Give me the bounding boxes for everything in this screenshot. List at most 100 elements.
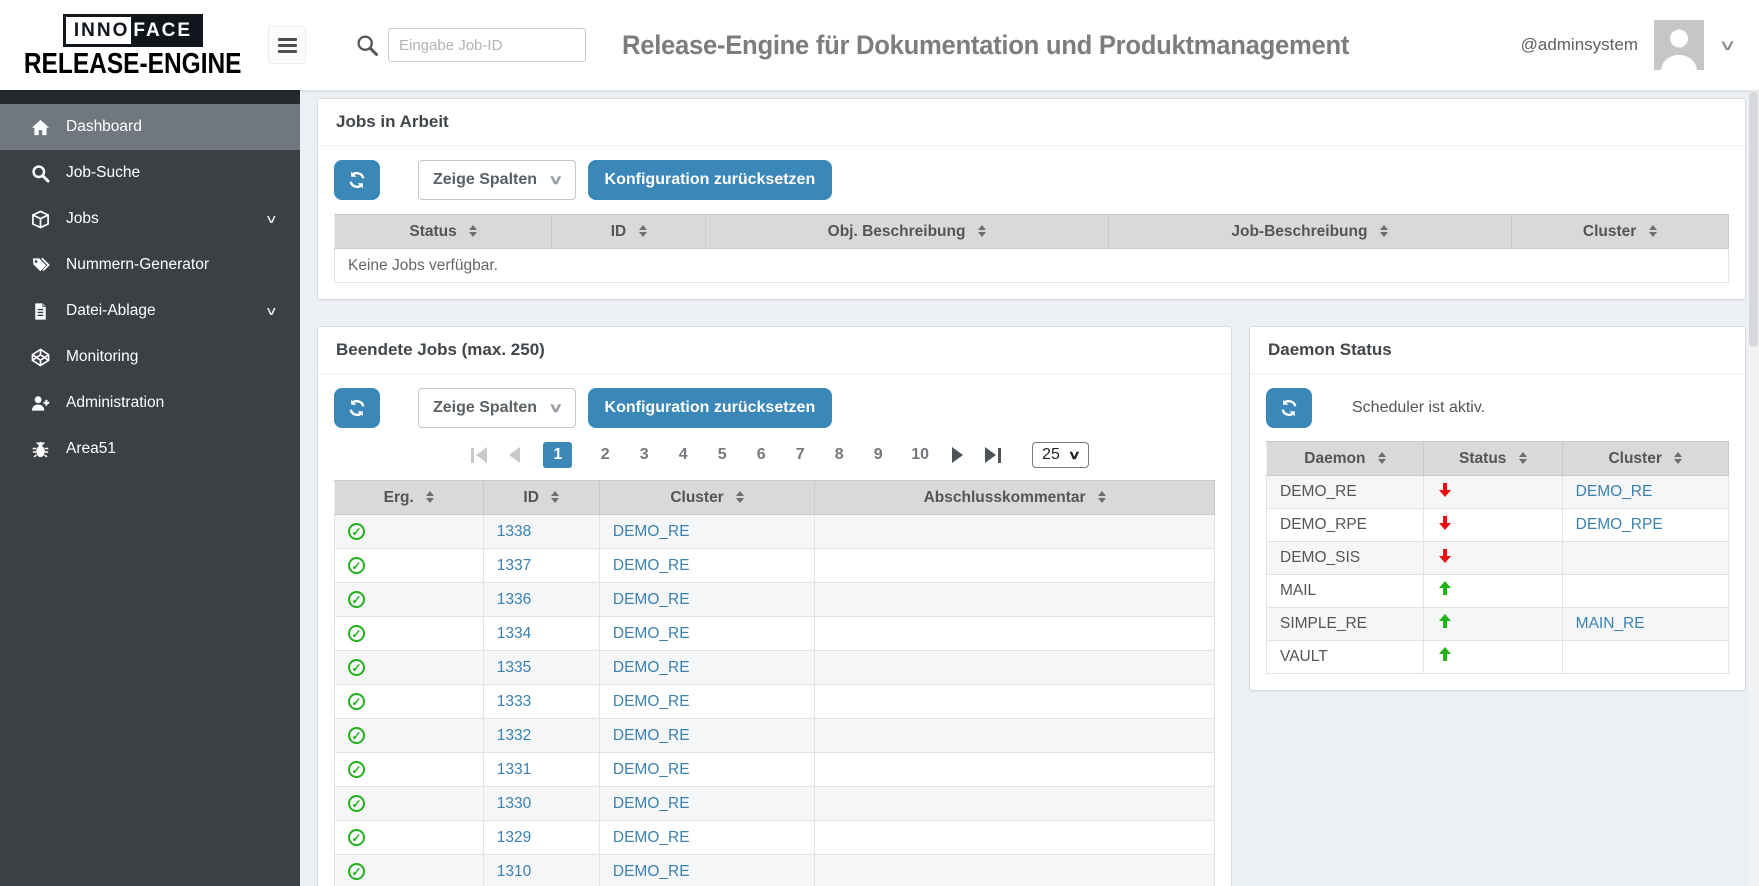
cluster-link[interactable]: DEMO_RE xyxy=(612,658,690,676)
logo[interactable]: INNO FACE RELEASE-ENGINE xyxy=(0,0,266,90)
sidebar-item-area51[interactable]: Area51 xyxy=(0,426,300,472)
page-number-button[interactable]: 5 xyxy=(717,446,727,463)
sort-icon[interactable] xyxy=(736,491,745,504)
sort-icon[interactable] xyxy=(1674,452,1683,465)
sort-icon[interactable] xyxy=(551,491,560,504)
cluster-link[interactable]: DEMO_RE xyxy=(612,760,690,778)
column-header[interactable]: Daemon xyxy=(1265,441,1425,476)
page-number-button[interactable]: 3 xyxy=(639,446,649,463)
cluster-link[interactable]: DEMO_RE xyxy=(1575,483,1653,500)
page-size-select[interactable]: 25 ∨ xyxy=(1032,442,1089,468)
job-id-link[interactable]: 1335 xyxy=(496,658,532,676)
column-header[interactable]: Job-Beschreibung xyxy=(1107,214,1512,249)
job-id-link[interactable]: 1310 xyxy=(496,862,532,880)
cluster-link[interactable]: DEMO_RE xyxy=(612,862,690,880)
page-number-button[interactable]: 8 xyxy=(834,446,844,463)
sidebar-item-job-suche[interactable]: Job-Suche xyxy=(0,150,300,196)
show-columns-dropdown[interactable]: Zeige Spalten ∨ xyxy=(418,160,576,200)
column-header[interactable]: Abschlusskommentar xyxy=(814,480,1215,515)
column-header[interactable]: ID xyxy=(482,480,600,515)
reset-configuration-button[interactable]: Konfiguration zurücksetzen xyxy=(587,388,833,428)
page-number-button[interactable]: 4 xyxy=(678,446,688,463)
previous-page-button[interactable] xyxy=(509,447,521,463)
page-number-button[interactable]: 10 xyxy=(911,446,930,463)
daemon-name-cell: DEMO_SIS xyxy=(1265,541,1425,575)
daemon-status-cell xyxy=(1423,640,1563,674)
page-number-button[interactable]: 9 xyxy=(873,446,883,463)
reset-configuration-button[interactable]: Konfiguration zurücksetzen xyxy=(587,160,833,200)
page-number-button[interactable]: 1 xyxy=(543,442,573,468)
column-header[interactable]: Status xyxy=(333,214,553,249)
sidebar-item-dashboard[interactable]: Dashboard xyxy=(0,104,300,150)
result-cell: ✓ xyxy=(334,684,484,719)
column-header[interactable]: Obj. Beschreibung xyxy=(704,214,1109,249)
daemon-row: DEMO_SIS xyxy=(1265,541,1730,575)
sort-icon[interactable] xyxy=(638,225,647,238)
cluster-link[interactable]: DEMO_RE xyxy=(612,794,690,812)
job-id-link[interactable]: 1329 xyxy=(496,828,532,846)
sort-icon[interactable] xyxy=(469,225,478,238)
page-number-button[interactable]: 6 xyxy=(756,446,766,463)
job-id-link[interactable]: 1334 xyxy=(496,624,532,642)
sidebar-item-jobs[interactable]: Jobs ∨ xyxy=(0,196,300,242)
next-page-button[interactable] xyxy=(952,447,964,463)
sidebar-item-administration[interactable]: Administration xyxy=(0,380,300,426)
sort-icon[interactable] xyxy=(1648,225,1657,238)
column-header-label: ID xyxy=(610,222,627,240)
job-id-link[interactable]: 1336 xyxy=(496,590,532,608)
cluster-link[interactable]: DEMO_RE xyxy=(612,692,690,710)
sidebar-item-nummern-generator[interactable]: Nummern-Generator xyxy=(0,242,300,288)
cluster-link[interactable]: DEMO_RE xyxy=(612,590,690,608)
column-header[interactable]: ID xyxy=(551,214,706,249)
status-arrow-icon xyxy=(1437,646,1453,663)
cluster-link[interactable]: DEMO_RE xyxy=(612,624,690,642)
sort-icon[interactable] xyxy=(1518,452,1527,465)
user-avatar[interactable] xyxy=(1654,20,1705,70)
cluster-link[interactable]: DEMO_RE xyxy=(612,522,690,540)
sort-icon[interactable] xyxy=(977,225,986,238)
first-page-button[interactable] xyxy=(471,447,488,463)
column-header-label: ID xyxy=(523,488,539,506)
column-header[interactable]: Erg. xyxy=(334,480,484,515)
job-id-link[interactable]: 1331 xyxy=(496,760,532,778)
sort-icon[interactable] xyxy=(1097,491,1106,504)
finished-jobs-panel: Beendete Jobs (max. 250) xyxy=(317,326,1232,886)
user-menu-chevron-down-icon[interactable]: ∨ xyxy=(1718,37,1737,54)
cluster-link[interactable]: DEMO_RE xyxy=(612,556,690,574)
sidebar-item-monitoring[interactable]: Monitoring xyxy=(0,334,300,380)
last-page-button[interactable] xyxy=(985,447,1002,463)
show-columns-dropdown[interactable]: Zeige Spalten ∨ xyxy=(418,388,576,428)
column-header-label: Cluster xyxy=(670,488,724,506)
job-id-link[interactable]: 1337 xyxy=(496,556,532,574)
job-id-link[interactable]: 1338 xyxy=(496,522,532,540)
refresh-button[interactable] xyxy=(334,160,380,200)
column-header[interactable]: Cluster xyxy=(1510,214,1729,249)
comment-cell xyxy=(814,718,1215,753)
cluster-link[interactable]: DEMO_RPE xyxy=(1575,516,1663,533)
page-number-button[interactable]: 2 xyxy=(600,446,610,463)
sort-icon[interactable] xyxy=(426,491,435,504)
job-id-link[interactable]: 1332 xyxy=(496,726,532,744)
cluster-link[interactable]: DEMO_RE xyxy=(612,726,690,744)
comment-cell xyxy=(814,820,1215,855)
refresh-button[interactable] xyxy=(1266,388,1312,428)
sidebar-item-datei-ablage[interactable]: Datei-Ablage ∨ xyxy=(0,288,300,334)
column-header[interactable]: Cluster xyxy=(1561,441,1730,476)
job-id-search-input[interactable] xyxy=(388,28,586,62)
job-id-link[interactable]: 1333 xyxy=(496,692,532,710)
check-circle-icon: ✓ xyxy=(348,795,365,812)
column-header[interactable]: Status xyxy=(1423,441,1563,476)
user-plus-icon xyxy=(29,394,51,413)
cluster-link[interactable]: MAIN_RE xyxy=(1575,615,1645,632)
sidebar-toggle-button[interactable] xyxy=(268,26,306,64)
vertical-scrollbar[interactable] xyxy=(1748,0,1759,886)
scrollbar-thumb[interactable] xyxy=(1749,92,1758,347)
page-number-button[interactable]: 7 xyxy=(795,446,805,463)
refresh-button[interactable] xyxy=(334,388,380,428)
column-header[interactable]: Cluster xyxy=(598,480,816,515)
sort-icon[interactable] xyxy=(1379,225,1388,238)
username-label[interactable]: @adminsystem xyxy=(1520,35,1639,54)
job-id-link[interactable]: 1330 xyxy=(496,794,532,812)
cluster-link[interactable]: DEMO_RE xyxy=(612,828,690,846)
sort-icon[interactable] xyxy=(1377,452,1386,465)
